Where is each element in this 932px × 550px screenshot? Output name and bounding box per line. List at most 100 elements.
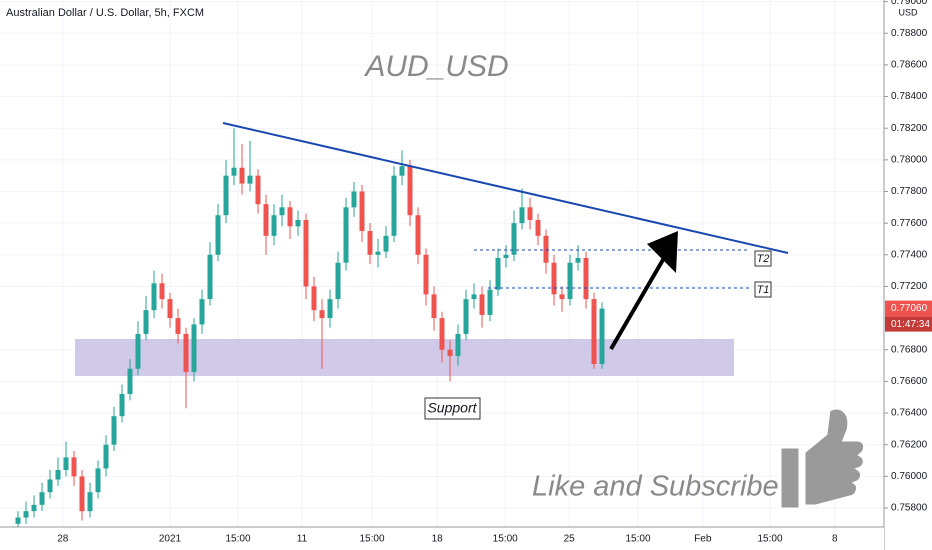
target-label: T1	[757, 284, 770, 296]
x-tick-label: 15:00	[359, 534, 384, 545]
candle-body	[207, 254, 213, 300]
support-zone	[75, 339, 734, 376]
candle-body	[191, 324, 197, 372]
y-tick-label: 0.77600	[891, 218, 928, 229]
arrow	[609, 256, 666, 351]
x-tick-label: 25	[564, 534, 576, 545]
candle-body	[543, 235, 549, 263]
candle-body	[407, 166, 413, 216]
y-tick-label: 0.77800	[891, 186, 928, 197]
candle-body	[375, 251, 381, 255]
y-tick-label: 0.76800	[891, 344, 928, 355]
candle-body	[527, 207, 533, 220]
candle-body	[271, 215, 277, 236]
y-tick-label: 0.78400	[891, 91, 928, 102]
candle-body	[79, 476, 85, 512]
x-tick-label: 2021	[159, 534, 182, 545]
candle-body	[319, 310, 325, 319]
y-tick-label: 0.76000	[891, 471, 928, 482]
trendline	[222, 122, 789, 254]
candle-body	[143, 310, 149, 334]
candle-body	[599, 308, 605, 364]
y-tick-label: 0.76200	[891, 439, 928, 450]
x-tick-label: 8	[832, 534, 838, 545]
countdown: 01:47:34	[891, 319, 930, 330]
candle-body	[463, 299, 469, 334]
candle-body	[303, 219, 309, 287]
x-tick-label: Feb	[694, 534, 712, 545]
candle-body	[479, 294, 485, 315]
label-box	[754, 250, 772, 267]
x-tick-label: 15:00	[625, 534, 650, 545]
candle-body	[111, 416, 117, 445]
candle-body	[399, 166, 405, 176]
candle-body	[15, 517, 21, 524]
candle-body	[455, 333, 461, 357]
candle-body	[431, 294, 437, 319]
y-tick-label: 0.78800	[891, 28, 928, 39]
candle-body	[447, 349, 453, 357]
y-tick-label: 0.78000	[891, 154, 928, 165]
candle-body	[495, 257, 501, 290]
x-tick-label: 15:00	[757, 534, 782, 545]
candle-body	[263, 204, 269, 236]
arrow-head	[647, 231, 678, 273]
candle-body	[239, 167, 245, 184]
candle-body	[255, 175, 261, 205]
y-tick-label: 0.78200	[891, 123, 928, 134]
candle-body	[215, 215, 221, 255]
candle-body	[551, 262, 557, 295]
candle-body	[63, 457, 69, 471]
label-box	[424, 397, 481, 420]
candle-body	[535, 219, 541, 236]
x-tick-label: 15:00	[493, 534, 518, 545]
annotation: AUD_USD	[363, 50, 508, 83]
thumbs-up-icon	[778, 406, 867, 511]
x-tick-label: 15:00	[225, 534, 250, 545]
countdown-tag	[885, 316, 932, 332]
candle-body	[567, 262, 573, 300]
y-tick-label: 0.79000	[891, 0, 928, 7]
candle-body	[503, 254, 509, 258]
x-tick-label: 28	[57, 534, 69, 545]
candle-body	[119, 394, 125, 417]
y-tick-label: 0.76600	[891, 376, 928, 387]
candle-body	[583, 257, 589, 300]
candle-body	[55, 470, 61, 480]
candle-body	[231, 167, 237, 176]
candle-body	[359, 191, 365, 232]
candle-body	[175, 318, 181, 334]
y-tick-label: 0.76400	[891, 408, 928, 419]
candle-body	[151, 283, 157, 311]
candle-body	[295, 219, 301, 227]
candle-body	[343, 207, 349, 263]
candle-body	[127, 368, 133, 395]
candle-body	[559, 294, 565, 300]
candle-body	[47, 479, 53, 493]
candle-body	[183, 333, 189, 372]
grid	[0, 0, 884, 527]
support-label: Support	[427, 400, 477, 416]
y-axis-panel	[884, 0, 932, 550]
currency: USD	[898, 7, 918, 17]
candle-body	[31, 504, 37, 512]
candle-body	[223, 175, 229, 216]
call-to-action: Like and Subscribe!	[532, 471, 787, 503]
candle-body	[351, 191, 357, 208]
candle-body	[519, 207, 525, 224]
candle-body	[391, 175, 397, 236]
target-label: T2	[757, 253, 770, 265]
candle-body	[311, 286, 317, 311]
candle-body	[23, 511, 29, 518]
price-tag-label: 0.77060	[891, 303, 928, 314]
candle-body	[367, 231, 373, 255]
candle-body	[487, 289, 493, 315]
candle-body	[247, 175, 253, 184]
label-box	[754, 281, 772, 298]
candle-body	[95, 468, 101, 493]
candle-body	[439, 318, 445, 350]
candle-body	[135, 333, 141, 369]
chart-title: Australian Dollar / U.S. Dollar, 5h, FXC…	[6, 7, 204, 19]
